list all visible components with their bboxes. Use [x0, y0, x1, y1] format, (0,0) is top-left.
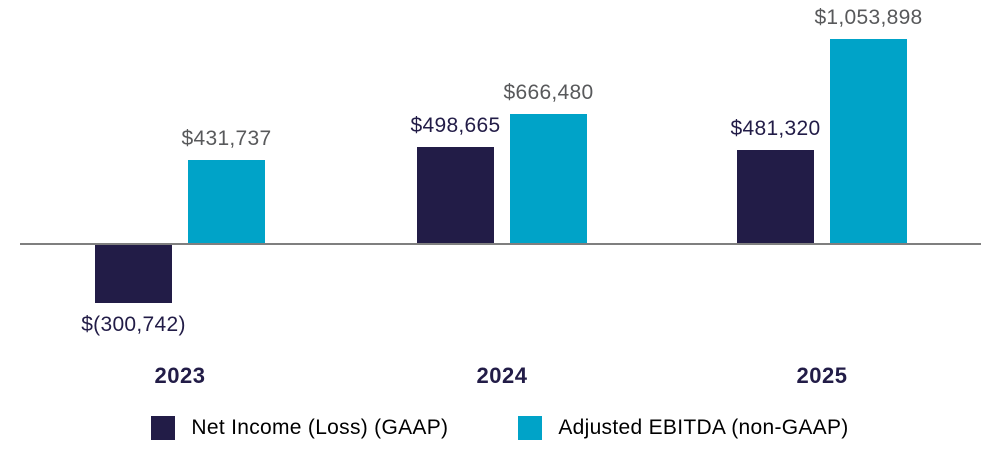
category-label-2025: 2025: [796, 363, 848, 388]
legend: Net Income (Loss) (GAAP) Adjusted EBITDA…: [0, 416, 1000, 440]
value-label-net-income-loss-gaap-2025: $481,320: [730, 117, 821, 140]
category-label-2023: 2023: [154, 363, 206, 388]
legend-label-adjusted-ebitda: Adjusted EBITDA (non-GAAP): [558, 416, 849, 439]
bar-adjusted-ebitda-non-gaap-2023: [188, 160, 265, 244]
bar-net-income-loss-gaap-2024: [417, 147, 494, 244]
category-label-2024: 2024: [476, 363, 528, 388]
value-label-adjusted-ebitda-non-gaap-2023: $431,737: [181, 127, 272, 150]
bar-net-income-loss-gaap-2023: [95, 245, 172, 303]
legend-item-adjusted-ebitda: Adjusted EBITDA (non-GAAP): [518, 416, 848, 440]
bar-adjusted-ebitda-non-gaap-2024: [510, 114, 587, 244]
adjusted-ebitda-swatch-icon: [518, 416, 543, 440]
net-income-swatch-icon: [151, 416, 176, 440]
legend-item-net-income: Net Income (Loss) (GAAP): [151, 416, 448, 440]
bar-adjusted-ebitda-non-gaap-2025: [830, 39, 907, 244]
bar-net-income-loss-gaap-2025: [737, 150, 814, 244]
value-label-adjusted-ebitda-non-gaap-2024: $666,480: [503, 81, 594, 104]
value-label-adjusted-ebitda-non-gaap-2025: $1,053,898: [814, 6, 923, 29]
legend-label-net-income: Net Income (Loss) (GAAP): [191, 416, 449, 439]
x-axis-line: [20, 243, 981, 245]
value-label-net-income-loss-gaap-2024: $498,665: [410, 114, 501, 137]
value-label-net-income-loss-gaap-2023: $(300,742): [81, 313, 186, 336]
